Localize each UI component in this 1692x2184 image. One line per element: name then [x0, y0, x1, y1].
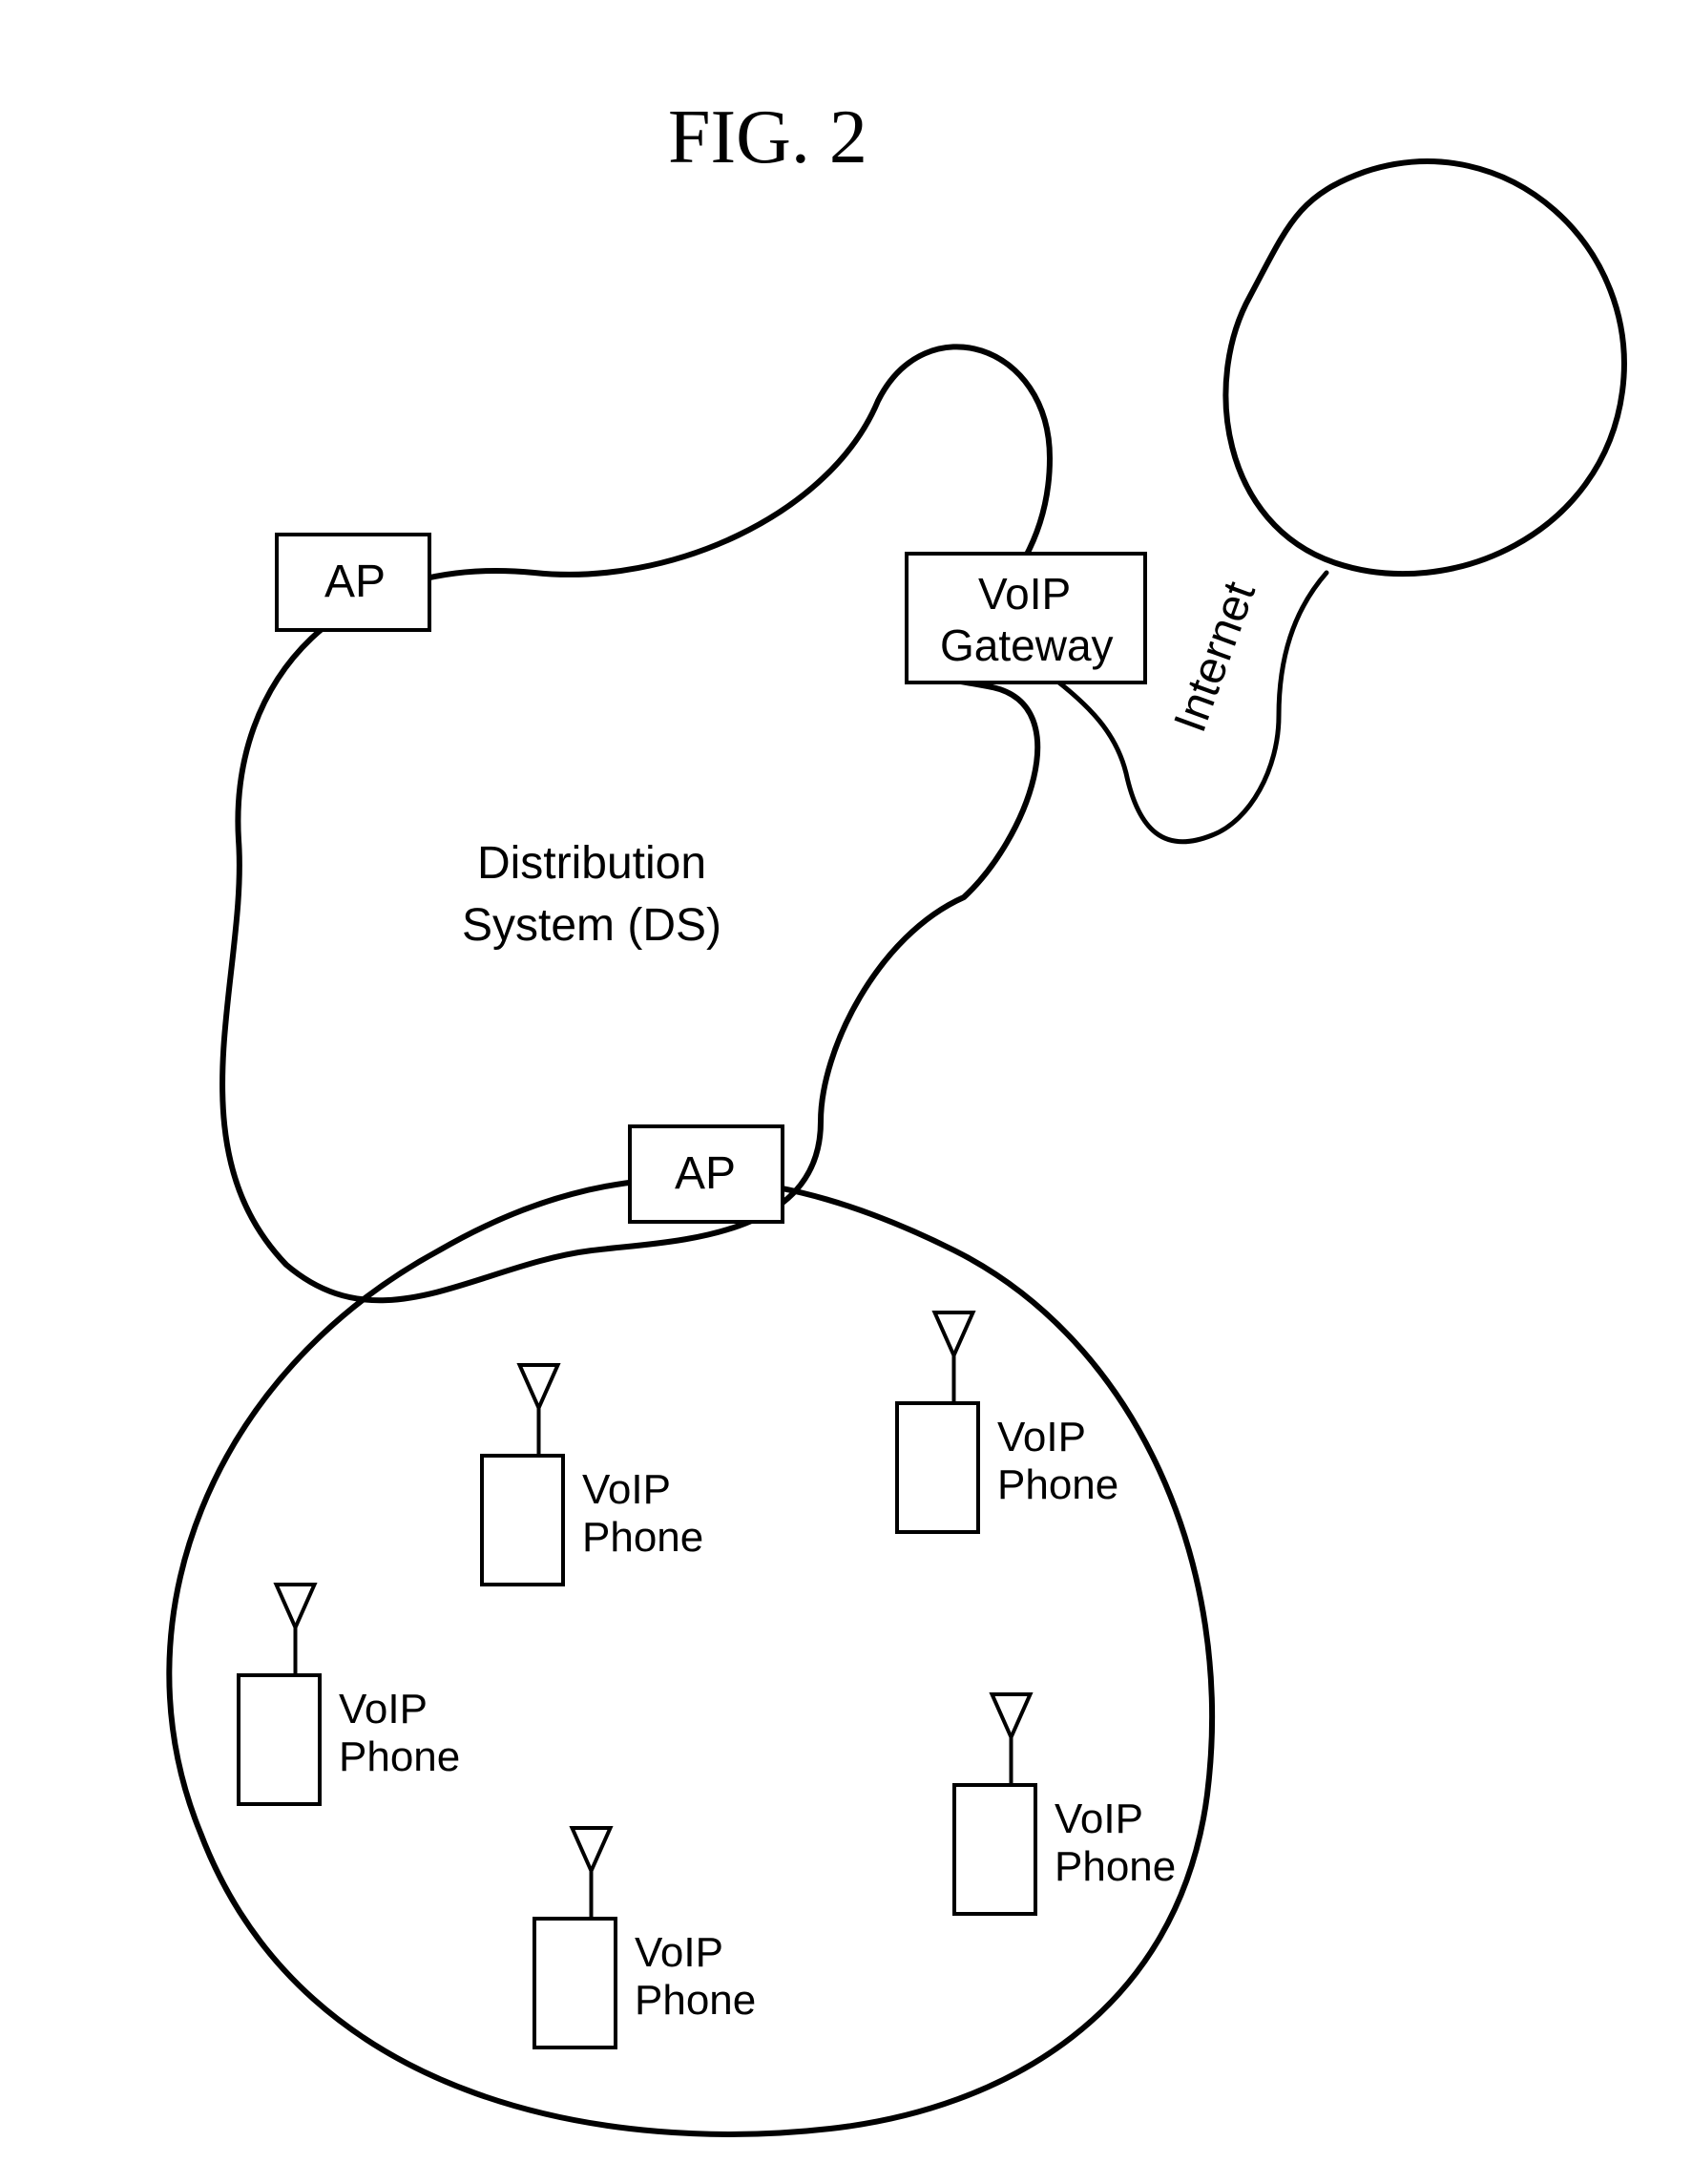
phone-body-icon: [897, 1403, 978, 1532]
phone-body-icon: [534, 1919, 616, 2048]
voip-phone-label2-1: Phone: [339, 1733, 460, 1780]
phone-antenna-icon: [277, 1585, 315, 1628]
voip-phone-label2-5: Phone: [635, 1977, 756, 2024]
voip-phone-1: [239, 1585, 320, 1804]
voip-phone-5: [534, 1828, 616, 2048]
phone-body-icon: [482, 1456, 563, 1585]
voip-phone-label1-3: VoIP: [997, 1414, 1086, 1460]
voip-phone-label2-3: Phone: [997, 1461, 1118, 1508]
phone-antenna-icon: [520, 1365, 558, 1408]
ds-label-line2: System (DS): [462, 900, 721, 951]
voip-phone-4: [954, 1694, 1035, 1914]
phone-antenna-icon: [992, 1694, 1031, 1737]
internet-label: Internet: [1165, 576, 1265, 739]
voip-gateway-label-1: VoIP: [978, 569, 1071, 619]
ap-label-2: AP: [675, 1148, 736, 1199]
ap-label-1: AP: [324, 556, 386, 607]
figure-title: FIG. 2: [668, 95, 867, 179]
internet-cloud: [1225, 161, 1623, 574]
voip-phone-2: [482, 1365, 563, 1585]
phone-antenna-icon: [935, 1312, 973, 1355]
voip-gateway-label-2: Gateway: [940, 620, 1114, 670]
voip-phone-label1-4: VoIP: [1055, 1796, 1143, 1842]
phone-antenna-icon: [573, 1828, 611, 1871]
voip-phone-label1-2: VoIP: [582, 1466, 671, 1513]
ds-label-line1: Distribution: [477, 838, 706, 889]
phone-body-icon: [954, 1785, 1035, 1914]
voip-phone-label1-1: VoIP: [339, 1686, 428, 1732]
voip-phone-label2-2: Phone: [582, 1514, 703, 1561]
voip-phone-3: [897, 1312, 978, 1532]
phone-body-icon: [239, 1675, 320, 1804]
voip-phone-label1-5: VoIP: [635, 1929, 723, 1976]
voip-phone-label2-4: Phone: [1055, 1843, 1176, 1890]
